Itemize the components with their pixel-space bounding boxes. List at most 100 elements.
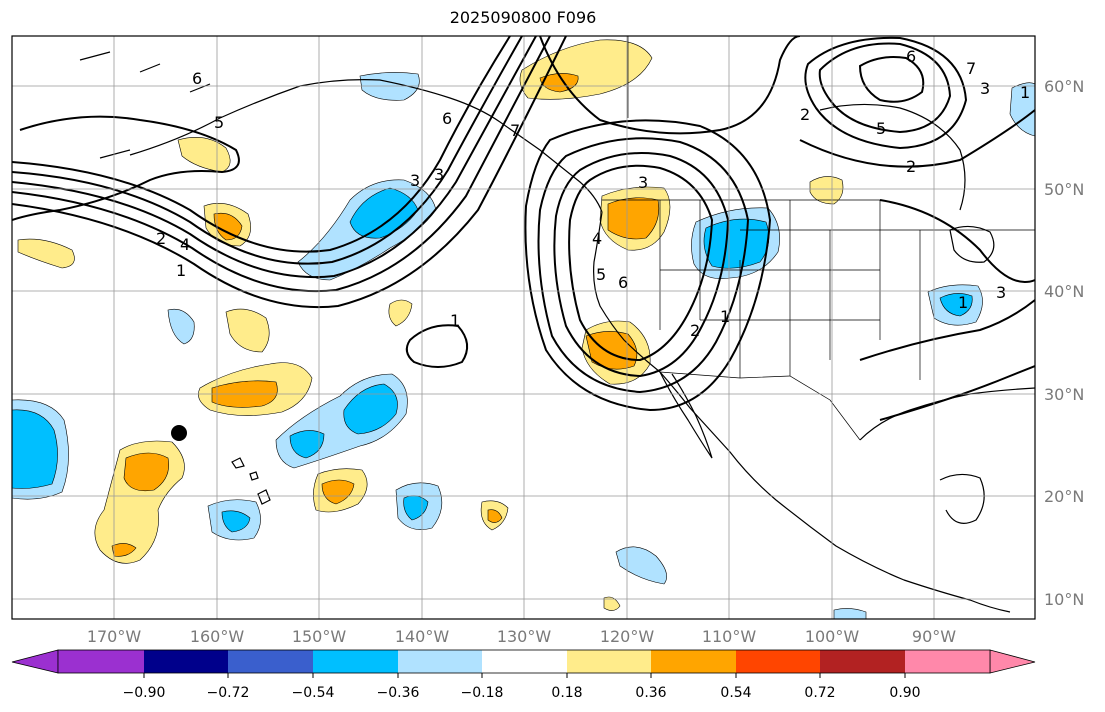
contour-line <box>799 109 1035 168</box>
hudson-bay-coast <box>819 103 966 211</box>
contour-label: 6 <box>442 109 452 128</box>
contour-line <box>12 36 511 253</box>
strong-positive-anomaly-region <box>111 543 137 557</box>
contour-line <box>12 115 240 221</box>
contour-label: 6 <box>192 69 202 88</box>
contour-label: 5 <box>214 113 224 132</box>
negative-anomaly-region <box>833 608 867 619</box>
negative-anomaly-region <box>615 546 667 585</box>
aleutian-islands <box>79 51 211 159</box>
contour-line <box>859 299 1035 361</box>
contour-label: 1 <box>1020 83 1030 102</box>
contour-label: 3 <box>410 171 420 190</box>
hawaii-islands <box>231 457 271 505</box>
colorbar-segment <box>482 650 567 673</box>
contour-label: 3 <box>996 283 1006 302</box>
colorbar-tick-label: −0.36 <box>377 685 420 701</box>
contour-label: 7 <box>510 121 520 140</box>
contour-label: 4 <box>180 235 190 254</box>
contour-label: 2 <box>906 157 916 176</box>
positive-anomaly-region <box>17 238 75 269</box>
strong-negative-anomaly-region <box>289 430 325 459</box>
colorbar-segment <box>58 650 144 673</box>
longitude-label: 150°W <box>292 627 347 646</box>
colorbar-segment <box>905 650 990 673</box>
anomaly-shading <box>12 39 1035 619</box>
latitude-label: 50°N <box>1044 180 1084 199</box>
contour-label: 3 <box>434 165 444 184</box>
contour-label: 1 <box>450 311 460 330</box>
contour-label: 2 <box>690 321 700 340</box>
political-borders <box>602 36 1035 441</box>
negative-anomaly-region <box>167 308 195 345</box>
great-lakes <box>949 225 995 263</box>
contour-lines <box>12 36 1035 421</box>
latitude-label: 60°N <box>1044 77 1084 96</box>
strong-negative-anomaly-region <box>343 383 398 435</box>
latitude-label: 30°N <box>1044 385 1084 404</box>
latitude-label: 40°N <box>1044 282 1084 301</box>
contour-label: 5 <box>596 265 606 284</box>
colorbar-tick-label: −0.72 <box>207 685 250 701</box>
strong-positive-anomaly-region <box>487 509 503 523</box>
colorbar-extend-max <box>989 649 1036 674</box>
colorbar-tick-label: −0.54 <box>292 685 335 701</box>
contour-label: 6 <box>618 273 628 292</box>
map-frame <box>11 35 1036 620</box>
location-marker <box>171 425 187 441</box>
colorbar-tick-label: −0.18 <box>461 685 504 701</box>
colorbar-tick-label: 0.90 <box>889 685 920 701</box>
colorbar-tick-label: 0.18 <box>551 685 582 701</box>
gridlines <box>12 36 1035 619</box>
longitude-label: 130°W <box>497 627 552 646</box>
contour-label: 3 <box>638 173 648 192</box>
longitude-label: 110°W <box>702 627 757 646</box>
state-borders <box>659 200 1035 380</box>
contour-line <box>879 365 1035 421</box>
longitude-label: 90°W <box>912 627 956 646</box>
contour-label: 6 <box>906 47 916 66</box>
contour-line <box>12 36 523 265</box>
contour-label: 2 <box>800 105 810 124</box>
latitude-axis: 60°N 50°N 40°N 30°N 20°N 10°N <box>1044 77 1084 609</box>
latitude-label: 20°N <box>1044 487 1084 506</box>
strong-positive-anomaly-region <box>123 452 169 492</box>
contour-label: 2 <box>156 229 166 248</box>
longitude-label: 160°W <box>190 627 245 646</box>
longitude-label: 140°W <box>395 627 450 646</box>
alaska-coast <box>129 79 603 213</box>
colorbar: −0.90 −0.72 −0.54 −0.36 −0.18 0.18 0.36 … <box>11 649 1036 701</box>
colorbar-segment <box>567 650 651 673</box>
longitude-label: 120°W <box>600 627 655 646</box>
contour-label: 1 <box>720 307 730 326</box>
contour-line <box>405 324 469 368</box>
negative-anomaly-region <box>1009 82 1035 137</box>
colorbar-segment <box>398 650 482 673</box>
contour-line <box>804 36 968 150</box>
longitude-label: 170°W <box>87 627 142 646</box>
colorbar-tick-label: 0.72 <box>804 685 835 701</box>
latitude-label: 10°N <box>1044 590 1084 609</box>
contour-line <box>858 56 925 103</box>
colorbar-segment <box>228 650 313 673</box>
contour-label: 1 <box>958 293 968 312</box>
positive-anomaly-region <box>388 299 413 327</box>
contour-line <box>879 199 1035 283</box>
strong-negative-anomaly-region <box>703 218 770 269</box>
north-america-west-coast <box>593 211 1011 613</box>
colorbar-outline <box>57 649 991 674</box>
contour-label: 3 <box>980 79 990 98</box>
strong-positive-anomaly-region <box>607 197 660 240</box>
colorbar-segment <box>651 650 736 673</box>
contour-line <box>537 137 750 394</box>
colorbar-tick-label: −0.90 <box>123 685 166 701</box>
yucatan <box>939 473 985 524</box>
colorbar-segment <box>313 650 398 673</box>
longitude-label: 100°W <box>805 627 860 646</box>
colorbar-extend-min <box>11 649 59 674</box>
contour-line <box>12 36 567 309</box>
colorbar-segment <box>820 650 905 673</box>
contour-label: 1 <box>176 261 186 280</box>
colorbar-segment <box>144 650 228 673</box>
